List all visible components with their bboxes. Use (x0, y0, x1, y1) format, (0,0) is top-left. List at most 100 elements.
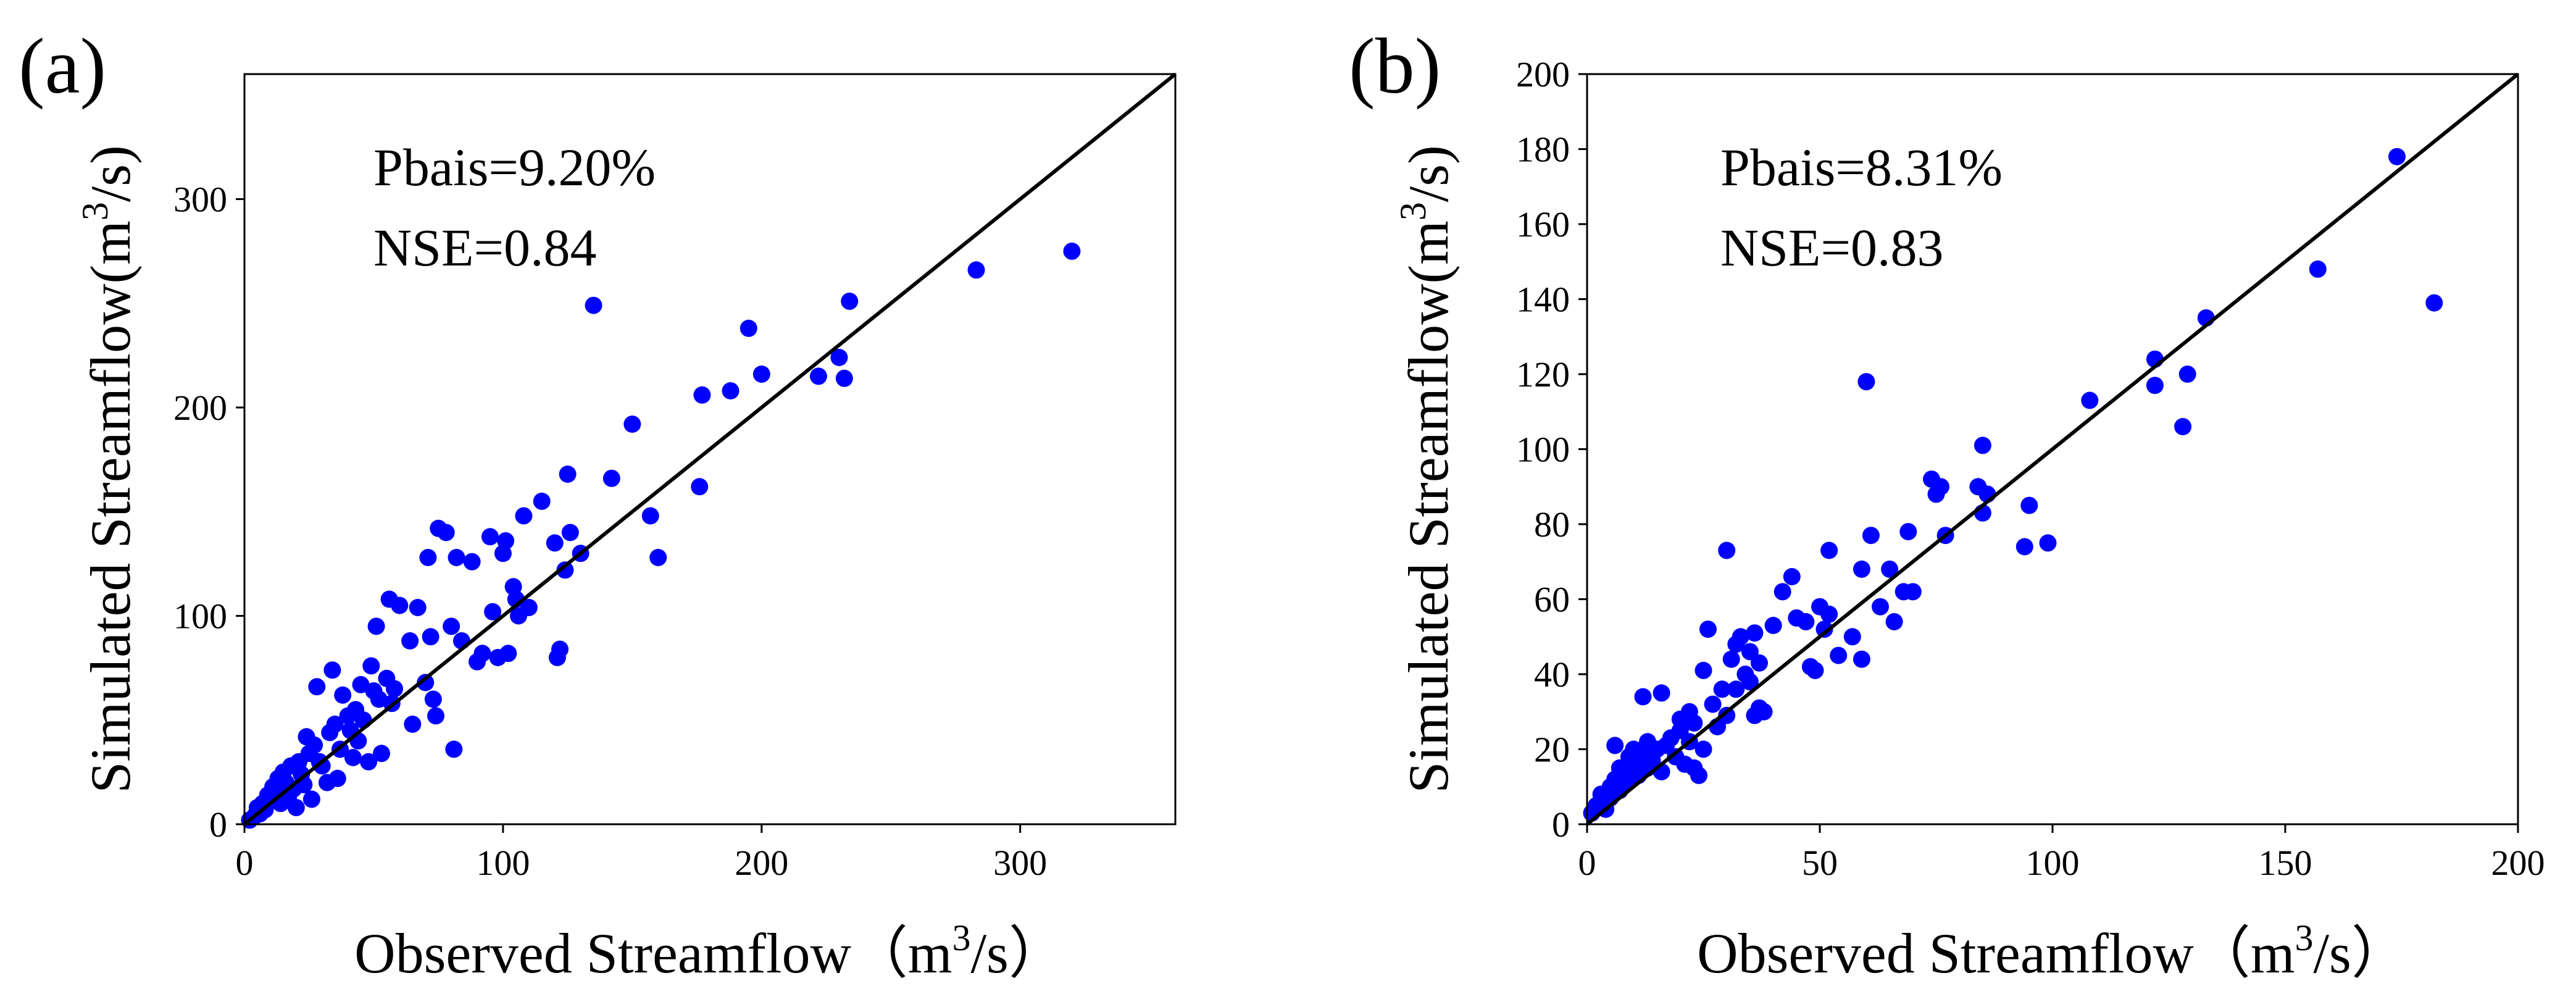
x-tick-label-a: 100 (476, 843, 530, 883)
data-point-b (1634, 688, 1652, 706)
data-point-a (360, 753, 378, 771)
data-point-b (1872, 598, 1889, 616)
data-point-a (641, 507, 659, 525)
data-point-b (1764, 617, 1782, 634)
y-tick-label-a: 200 (173, 388, 227, 428)
data-point-a (559, 466, 577, 483)
y-tick-label-a: 100 (173, 596, 227, 637)
x-axis-label-main-a: Observed Streamflow (354, 922, 851, 985)
data-point-b (1713, 680, 1731, 698)
annotation-pbias-b: Pbais=8.31% (1720, 138, 2003, 197)
data-point-a (344, 749, 362, 766)
x-axis-label-unit-a: （m (851, 922, 952, 985)
y-ticks-a: 0 100 200 300 (173, 180, 244, 845)
data-point-a (373, 745, 390, 763)
data-point-b (2425, 294, 2443, 312)
data-point-b (1755, 703, 1773, 721)
y-axis-label-a: Simulated Streamflow(m3/s) (75, 145, 142, 793)
data-point-b (1862, 527, 1880, 545)
data-point-a (520, 599, 538, 616)
data-point-b (1885, 613, 1903, 630)
data-point-a (556, 561, 574, 579)
data-point-a (334, 686, 352, 704)
data-point-a (391, 596, 409, 614)
data-point-a (419, 549, 437, 566)
data-point-a (437, 524, 455, 541)
x-axis-label-sup-a: 3 (952, 917, 970, 958)
data-point-b (1857, 373, 1875, 391)
y-tick-label-a: 300 (173, 180, 227, 220)
data-point-b (2178, 366, 2196, 383)
data-point-b (1718, 541, 1736, 559)
y-axis-label-sup-b: 3 (1393, 202, 1433, 220)
data-point-b (1685, 714, 1703, 732)
x-axis-label-sup-b: 3 (2295, 917, 2313, 958)
data-point-a (386, 680, 403, 698)
panel-label-a: (a) (19, 22, 106, 110)
data-point-a (404, 716, 422, 733)
data-point-b (1932, 478, 1949, 496)
data-point-a (401, 632, 419, 650)
data-point-b (2388, 148, 2406, 165)
data-point-a (370, 690, 388, 708)
data-point-b (1741, 673, 1759, 691)
panel-b: (b) 0 50 100 150 200 0 20 40 60 80 100 120 140 160 18… (1349, 22, 2545, 985)
reference-line-a (243, 72, 1177, 826)
y-axis-label-b: Simulated Streamflow(m3/s) (1393, 145, 1460, 793)
y-axis-label-main-a: Simulated Streamflow(m (79, 220, 142, 793)
data-point-a (445, 740, 463, 758)
y-tick-label-a: 0 (209, 804, 227, 845)
data-point-b (1694, 740, 1712, 758)
data-point-a (499, 645, 517, 662)
y-tick-label-b: 120 (1516, 354, 1570, 395)
x-tick-label-a: 300 (993, 843, 1047, 883)
data-point-b (1746, 624, 1764, 642)
x-axis-label-close-b: /s） (2313, 922, 2407, 985)
data-point-b (1690, 767, 1707, 784)
y-axis-label-close-a: /s) (79, 145, 142, 202)
data-point-a (649, 549, 667, 566)
data-point-a (417, 674, 435, 692)
data-point-b (1606, 737, 1624, 754)
data-point-b (2081, 391, 2099, 409)
data-point-b (1843, 628, 1861, 646)
data-point-a (693, 386, 711, 404)
data-point-a (481, 528, 499, 546)
data-point-b (2146, 377, 2164, 395)
y-tick-label-b: 100 (1516, 430, 1570, 470)
y-tick-label-b: 60 (1534, 580, 1570, 620)
data-point-b (1853, 650, 1870, 668)
data-point-a (602, 469, 620, 487)
points-group-a (241, 242, 1081, 829)
data-point-a (722, 382, 740, 399)
data-point-b (1820, 541, 1838, 559)
data-point-b (1751, 654, 1768, 672)
data-point-a (585, 296, 602, 314)
data-point-a (367, 617, 385, 635)
y-tick-label-b: 40 (1534, 654, 1570, 695)
data-point-a (623, 416, 641, 433)
annotation-pbias-a: Pbais=9.20% (373, 138, 656, 197)
data-point-b (1727, 680, 1745, 698)
y-tick-label-b: 160 (1516, 204, 1570, 244)
data-point-a (287, 799, 305, 816)
x-axis-label-unit-b: （m (2194, 922, 2295, 985)
data-point-a (497, 532, 515, 549)
data-point-b (1704, 695, 1722, 713)
data-point-a (752, 366, 770, 383)
y-tick-label-b: 80 (1534, 504, 1570, 545)
data-point-b (1722, 650, 1740, 668)
data-point-a (830, 349, 848, 366)
data-point-a (463, 553, 481, 570)
data-point-a (352, 675, 370, 693)
data-point-b (1783, 568, 1801, 585)
y-axis-label-close-b: /s) (1397, 145, 1460, 202)
data-point-a (809, 367, 827, 385)
data-point-a (551, 640, 569, 658)
data-point-b (1694, 661, 1712, 679)
data-point-a (422, 628, 440, 646)
data-point-b (2039, 534, 2057, 552)
data-point-a (427, 707, 444, 725)
x-tick-label-b: 0 (1578, 843, 1596, 883)
